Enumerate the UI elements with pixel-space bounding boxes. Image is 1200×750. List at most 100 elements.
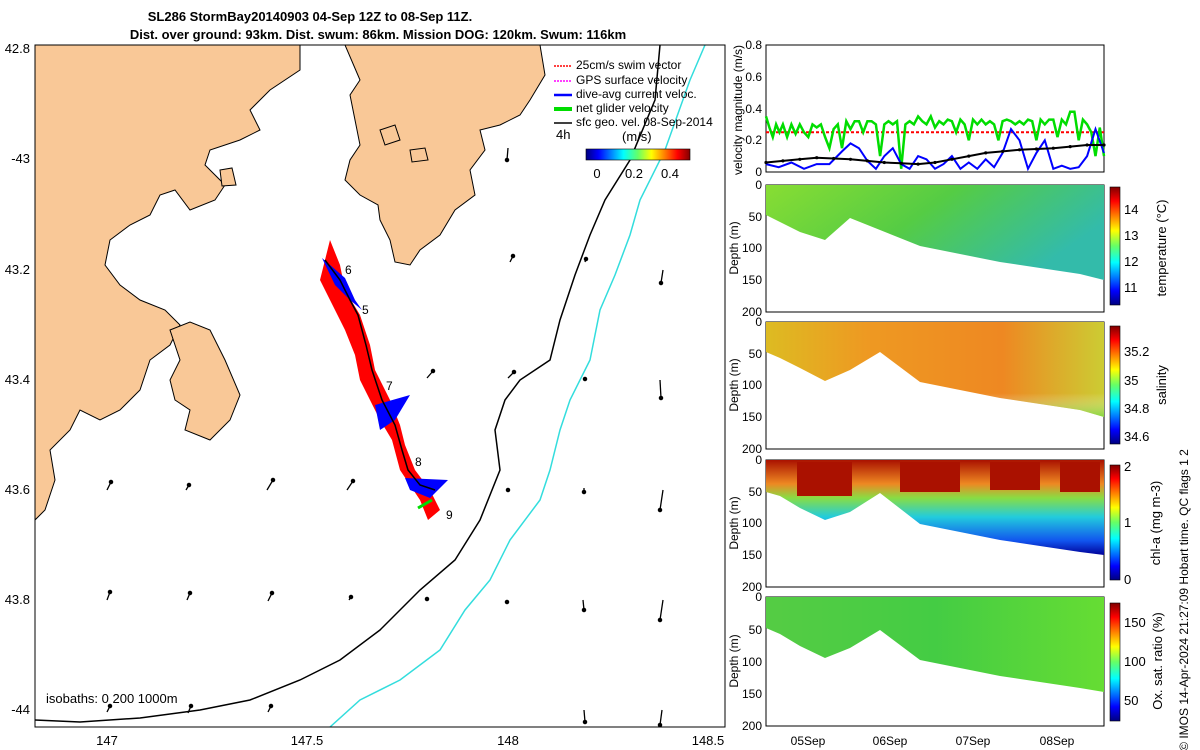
depth-tick: 200 xyxy=(742,719,762,733)
depth-tick: 100 xyxy=(742,241,762,255)
lat-tick: 43.4 xyxy=(5,372,30,387)
day-marker-5: 5 xyxy=(362,303,369,317)
vel-ylabel: velocity magnitude (m/s) xyxy=(731,45,745,175)
sal-ctick: 34.6 xyxy=(1124,429,1149,444)
sfc-geo-arrows xyxy=(106,147,664,727)
vel-ytick: 0.4 xyxy=(745,102,762,116)
speed-tick: 0.2 xyxy=(625,166,643,181)
velocity-point xyxy=(764,160,768,165)
depth-tick: 200 xyxy=(742,305,762,319)
depth-tick: 200 xyxy=(742,580,762,594)
sal-y-axis: 0 50 100 150 200 xyxy=(742,315,762,456)
velocity-series-line xyxy=(764,110,1106,169)
time-tick: 06Sep xyxy=(873,734,908,748)
lon-tick: 147.5 xyxy=(291,733,324,748)
ox-cticks: 50 100 150 xyxy=(1124,615,1146,708)
lat-tick: 43.6 xyxy=(5,482,30,497)
ox-ylabel: Depth (m) xyxy=(727,634,741,687)
credit-text: © IMOS 14-Apr-2024 21:27:09 Hobart time.… xyxy=(1177,449,1191,750)
legend-swim-vector: 25cm/s swim vector xyxy=(576,58,681,72)
velocity-point xyxy=(1034,147,1038,151)
depth-tick: 0 xyxy=(755,590,762,604)
oxygen-field xyxy=(766,597,1104,692)
velocity-point xyxy=(848,157,853,161)
legend-sfc-geo: sfc geo. vel. 08-Sep-2014 xyxy=(576,115,713,129)
temp-cticks: 11 12 13 14 xyxy=(1124,202,1138,295)
isobath-1000m xyxy=(329,45,706,727)
map-lat-axis: 42.8 -43 43.2 43.4 43.6 43.8 -44 xyxy=(5,41,30,717)
depth-tick: 100 xyxy=(742,655,762,669)
speed-scale-unit: (m/s) xyxy=(622,129,652,144)
day-marker-8: 8 xyxy=(415,455,422,469)
velocity-point xyxy=(1102,143,1106,147)
velocity-y-axis: 0 0.2 0.4 0.6 0.8 xyxy=(745,38,762,179)
ox-clabel: Ox. sat. ratio (%) xyxy=(1150,612,1165,710)
depth-tick: 0 xyxy=(755,453,762,467)
chla-clabel: chl-a (mg m-3) xyxy=(1148,481,1163,566)
depth-tick: 150 xyxy=(742,410,762,424)
velocity-point xyxy=(984,151,988,155)
velocity-point xyxy=(950,157,954,161)
vel-ytick: 0.8 xyxy=(745,38,762,52)
oxygen-panel: 0 50 100 150 200 Depth (m) 50 100 150 Ox… xyxy=(727,590,1165,733)
time-tick: 05Sep xyxy=(791,734,826,748)
ox-ctick: 150 xyxy=(1124,615,1146,630)
vel-ytick: 0 xyxy=(755,165,762,179)
chla-y-axis: 0 50 100 150 200 xyxy=(742,453,762,594)
lat-tick: -43 xyxy=(11,151,30,166)
velocity-point xyxy=(832,156,836,161)
sal-clabel: salinity xyxy=(1154,365,1169,405)
velocity-point xyxy=(1051,146,1055,150)
day-marker-9: 9 xyxy=(446,508,453,522)
velocity-point xyxy=(1068,145,1072,149)
chla-ctick: 1 xyxy=(1124,515,1131,530)
temp-ylabel: Depth (m) xyxy=(727,221,741,274)
speed-tick: 0.4 xyxy=(661,166,679,181)
velocity-point xyxy=(781,159,785,163)
chla-panel: 0 50 100 150 200 Depth (m) 0 1 2 chl-a (… xyxy=(727,453,1163,594)
temp-y-axis: 0 50 100 150 200 xyxy=(742,178,762,319)
chla-ctick: 2 xyxy=(1124,459,1131,474)
velocity-point xyxy=(882,160,886,165)
temp-ctick: 12 xyxy=(1124,254,1138,269)
day-marker-6: 6 xyxy=(345,263,352,277)
depth-tick: 50 xyxy=(749,485,763,499)
ox-colorbar xyxy=(1109,602,1121,722)
isobath-200m xyxy=(35,45,661,723)
lat-tick: 43.8 xyxy=(5,592,30,607)
vel-ytick: 0.2 xyxy=(745,133,762,147)
lon-tick: 147 xyxy=(96,733,118,748)
depth-tick: 100 xyxy=(742,516,762,530)
map-lon-axis: 147 147.5 148 148.5 xyxy=(96,733,724,748)
chla-colorbar xyxy=(1109,464,1121,581)
time-axis: 05Sep 06Sep 07Sep 08Sep xyxy=(791,734,1075,748)
sal-ctick: 34.8 xyxy=(1124,401,1149,416)
lon-tick: 148.5 xyxy=(692,733,725,748)
velocity-series-group xyxy=(764,110,1106,172)
chla-ctick: 0 xyxy=(1124,572,1131,587)
speed-tick: 0 xyxy=(593,166,600,181)
legend-net-glider: net glider velocity xyxy=(576,101,669,115)
velocity-point xyxy=(1001,149,1005,153)
ox-y-axis: 0 50 100 150 200 xyxy=(742,590,762,733)
temp-ctick: 13 xyxy=(1124,228,1138,243)
map-legend: 25cm/s swim vector GPS surface velocity … xyxy=(554,58,713,181)
figure-title-line2: Dist. over ground: 93km. Dist. swum: 86k… xyxy=(130,27,626,42)
time-step-label: 4h xyxy=(556,127,570,142)
ox-ctick: 50 xyxy=(1124,693,1138,708)
lat-tick: 43.2 xyxy=(5,262,30,277)
velocity-point xyxy=(967,154,971,158)
vel-ytick: 0.6 xyxy=(745,70,762,84)
isobath-label: isobaths: 0 200 1000m xyxy=(46,691,178,706)
depth-tick: 50 xyxy=(749,347,763,361)
depth-tick: 200 xyxy=(742,442,762,456)
velocity-point xyxy=(916,162,920,166)
chla-blooms xyxy=(797,462,1100,496)
temp-colorbar xyxy=(1109,186,1121,306)
map-panel: 6 5 7 8 9 xyxy=(5,41,726,748)
depth-tick: 0 xyxy=(755,178,762,192)
land-tasman-peninsula-west xyxy=(169,321,241,441)
time-tick: 07Sep xyxy=(956,734,991,748)
depth-tick: 150 xyxy=(742,548,762,562)
sal-ylabel: Depth (m) xyxy=(727,358,741,411)
